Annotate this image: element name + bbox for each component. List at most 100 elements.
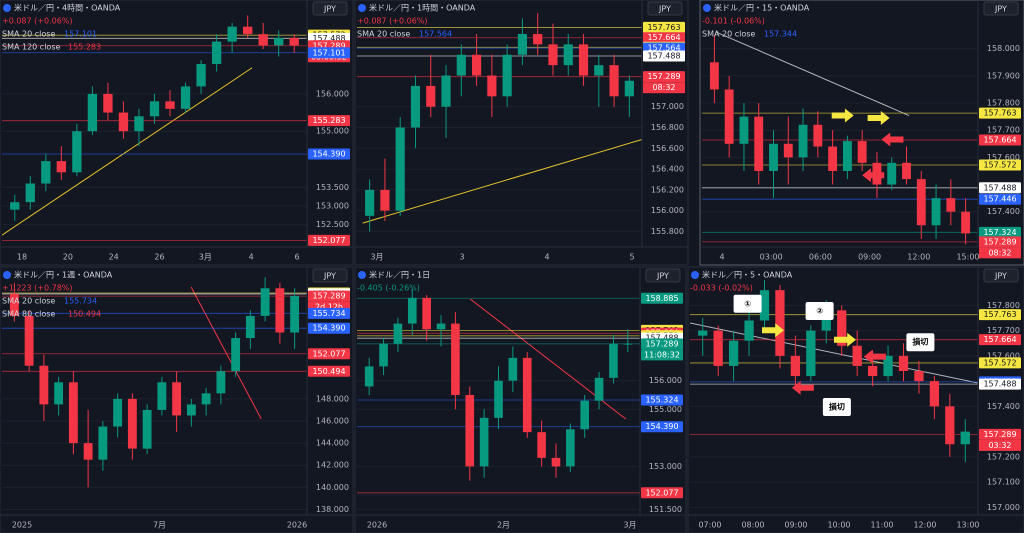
x-tick-label: 26 bbox=[154, 253, 164, 262]
trend-line bbox=[362, 138, 642, 224]
price-label: 157.664 bbox=[647, 33, 680, 42]
price-label: 157.101 bbox=[312, 48, 345, 57]
currency-box bbox=[983, 1, 1019, 16]
candle-body bbox=[609, 65, 619, 97]
price-label-box bbox=[641, 338, 683, 350]
change: -0.101 (-0.06%) bbox=[702, 17, 765, 26]
countdown: 03:32 bbox=[988, 441, 1011, 450]
y-tick-label: 157.400 bbox=[987, 207, 1020, 216]
y-tick-label: 157.800 bbox=[987, 301, 1020, 310]
candle-body bbox=[87, 93, 98, 132]
x-tick-label: 3月 bbox=[199, 253, 212, 262]
y-tick-label: 157.600 bbox=[987, 153, 1020, 162]
x-tick-label: 09:00 bbox=[784, 521, 807, 530]
arrow bbox=[867, 110, 890, 125]
currency-box bbox=[645, 268, 681, 283]
candle-body bbox=[274, 37, 284, 46]
x-tick-label: 13:00 bbox=[956, 521, 979, 530]
plot bbox=[357, 13, 642, 232]
trend-line bbox=[715, 31, 910, 117]
price-label-box bbox=[979, 428, 1021, 440]
candle-body bbox=[494, 380, 503, 418]
indicator-name: SMA 20 close bbox=[702, 30, 755, 39]
candle-body bbox=[472, 54, 482, 76]
candle-body bbox=[395, 127, 405, 211]
x-tick-label: 2026 bbox=[367, 521, 387, 530]
x-tick-label: 12:00 bbox=[913, 521, 936, 530]
price-label-box bbox=[308, 348, 350, 360]
symbol-icon bbox=[691, 271, 699, 279]
arrow bbox=[791, 380, 814, 395]
candle-body bbox=[945, 406, 955, 445]
change: +0.087 (+0.06%) bbox=[357, 17, 428, 26]
candle-body bbox=[828, 146, 838, 171]
price-label-box bbox=[308, 307, 350, 319]
x-tick-label: 4 bbox=[719, 253, 724, 262]
candle-body bbox=[134, 116, 144, 132]
candle-body bbox=[837, 310, 847, 346]
x-tick-label: 3 bbox=[459, 253, 464, 262]
candle-body bbox=[201, 393, 211, 405]
price-label: 155.324 bbox=[645, 396, 678, 405]
candle-body bbox=[149, 101, 160, 117]
price-label-box bbox=[979, 159, 1021, 171]
price-label-box bbox=[979, 378, 1021, 390]
price-label: 157.488 bbox=[647, 52, 680, 61]
indicator-name: SMA 20 close bbox=[2, 30, 55, 39]
y-tick-label: 158.000 bbox=[987, 44, 1020, 53]
candle-body bbox=[289, 37, 299, 46]
x-tick-label: 6 bbox=[294, 253, 299, 262]
candle-body bbox=[857, 141, 867, 163]
price-label: 157.289 bbox=[647, 72, 680, 81]
candle-body bbox=[537, 432, 546, 458]
candle-body bbox=[113, 398, 123, 427]
price-label: 157.289 bbox=[645, 339, 678, 348]
candle-body bbox=[10, 202, 20, 210]
price-label: 158.885 bbox=[645, 294, 678, 303]
x-tick-label: 12:00 bbox=[907, 253, 930, 262]
price-label-box bbox=[641, 421, 683, 433]
annotation-box bbox=[906, 333, 935, 352]
indicator-name: SMA 20 close bbox=[2, 297, 55, 306]
y-tick-label: 157.100 bbox=[987, 478, 1020, 487]
y-tick-label: 153.000 bbox=[316, 201, 349, 210]
candle-body bbox=[852, 345, 862, 366]
annotation-box bbox=[805, 302, 834, 320]
price-label-box bbox=[308, 234, 350, 246]
candle-body bbox=[9, 293, 19, 316]
y-tick-label: 157.000 bbox=[987, 503, 1020, 512]
arrow bbox=[834, 332, 856, 347]
annotation: ① bbox=[744, 299, 751, 308]
x-tick-label: 20 bbox=[63, 253, 73, 262]
candle-body bbox=[407, 297, 417, 324]
candle-body bbox=[68, 382, 78, 444]
candle-body bbox=[508, 357, 518, 381]
countdown-box bbox=[308, 301, 350, 313]
price-label: 157.572 bbox=[983, 160, 1016, 169]
candle-body bbox=[566, 429, 575, 467]
candle-body bbox=[783, 143, 793, 158]
price-label-box bbox=[979, 193, 1021, 205]
price-label-box bbox=[308, 47, 350, 59]
countdown: 08:32 bbox=[988, 248, 1011, 257]
y-tick-label: 157.800 bbox=[987, 99, 1020, 108]
indicator-value: 157.564 bbox=[419, 30, 452, 39]
candle-body bbox=[118, 112, 129, 132]
candle-body bbox=[594, 377, 604, 401]
y-tick-label: 156.800 bbox=[651, 123, 684, 132]
countdown-box bbox=[643, 82, 685, 94]
plot bbox=[357, 289, 640, 510]
y-tick-label: 148.000 bbox=[316, 394, 349, 403]
price-label-box bbox=[979, 309, 1021, 321]
price-label: 154.390 bbox=[645, 422, 678, 431]
symbol-icon bbox=[3, 271, 11, 279]
candle-body bbox=[103, 93, 113, 113]
price-label-box bbox=[643, 21, 685, 33]
y-tick-label: 156.000 bbox=[649, 376, 682, 385]
indicator-name: SMA 120 close bbox=[2, 43, 60, 52]
price-label-box bbox=[308, 148, 350, 160]
price-label: 150.494 bbox=[312, 367, 345, 376]
candle-body bbox=[422, 297, 431, 330]
indicator-value: 157.101 bbox=[64, 30, 97, 39]
